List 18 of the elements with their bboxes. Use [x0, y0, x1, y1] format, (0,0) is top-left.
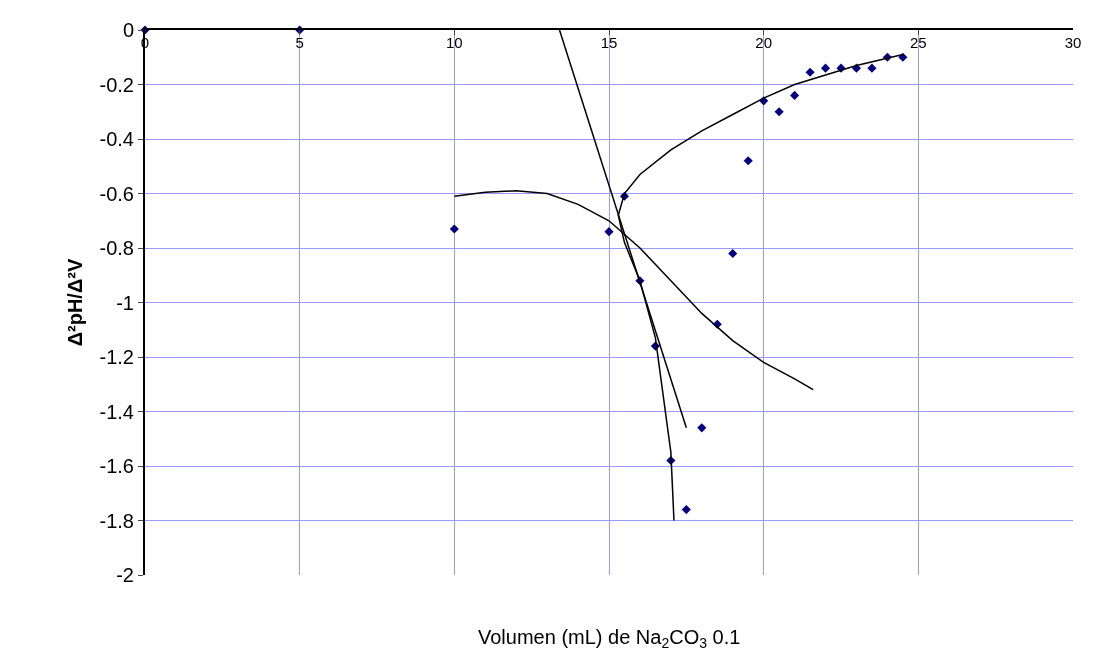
x-tick-label: 10 [445, 34, 463, 51]
x-tick-label: 15 [600, 34, 618, 51]
y-tick-label: -1.4 [99, 400, 134, 423]
y-tick-label: -1.8 [99, 509, 134, 532]
y-axis-title: Δ²pH/Δ²V [63, 258, 86, 347]
y-tick-label: -0.6 [99, 182, 134, 205]
y-tick-label: -1.2 [99, 346, 134, 368]
x-tick-label: 25 [909, 34, 927, 51]
x-tick-label: 20 [755, 34, 773, 51]
y-tick-label: -1.6 [99, 455, 134, 477]
y-tick-label: -2 [116, 564, 134, 586]
y-tick-label: -1 [116, 291, 134, 314]
x-tick-label: 30 [1064, 34, 1082, 51]
x-axis-title: Volumen (mL) de Na$_{2}$CO$_{3}$ 0.1 [478, 626, 741, 650]
y-tick-label: -0.2 [99, 73, 134, 96]
y-tick-label: -0.8 [99, 237, 134, 259]
x-tick-label: 5 [295, 34, 304, 51]
y-tick-label: -0.4 [99, 128, 134, 150]
